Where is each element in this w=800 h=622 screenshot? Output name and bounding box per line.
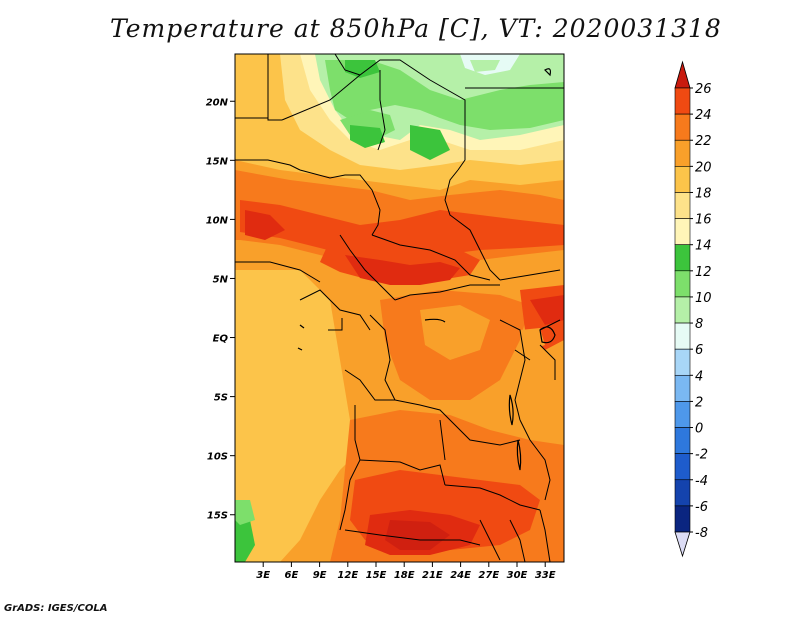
colorbar-segment bbox=[674, 401, 691, 428]
lat-tick-label: 5N bbox=[213, 274, 229, 285]
colorbar-label: 6 bbox=[695, 343, 703, 358]
map-title: Temperature at 850hPa [C], VT: 202003131… bbox=[110, 14, 722, 43]
colorbar-label: -4 bbox=[695, 474, 708, 489]
colorbar-label: 0 bbox=[695, 422, 703, 437]
colorbar-segment bbox=[674, 453, 691, 481]
colorbar-label: 8 bbox=[695, 317, 703, 332]
lat-tick-label: 15S bbox=[207, 511, 228, 522]
colorbar-segment bbox=[674, 322, 691, 350]
lat-tick-label: 10N bbox=[206, 215, 229, 226]
colorbar-segment bbox=[674, 270, 691, 298]
colorbar-label: 26 bbox=[695, 82, 712, 97]
colorbar-segment bbox=[674, 505, 691, 533]
colorbar-label: 18 bbox=[695, 186, 712, 201]
lon-tick-label: 9E bbox=[313, 570, 327, 581]
colorbar-segment bbox=[674, 166, 691, 193]
colorbar-label: 12 bbox=[695, 265, 712, 280]
colorbar-label: 2 bbox=[695, 395, 703, 410]
lat-tick-label: 10S bbox=[207, 452, 228, 463]
longitude-axis: 3E 6E 9E 12E 15E 18E 21E 24E 27E 30E 33E bbox=[256, 562, 556, 581]
lat-tick-label: 15N bbox=[206, 156, 229, 167]
colorbar-segment bbox=[674, 87, 691, 115]
lon-tick-label: 3E bbox=[256, 570, 270, 581]
lon-tick-label: 15E bbox=[366, 570, 387, 581]
colorbar-segment bbox=[674, 427, 691, 454]
colorbar-bottom-triangle bbox=[674, 531, 691, 558]
lon-tick-label: 21E bbox=[422, 570, 443, 581]
lon-tick-label: 27E bbox=[478, 570, 499, 581]
colorbar-label: 20 bbox=[695, 160, 712, 175]
colorbar-label: 16 bbox=[695, 213, 712, 228]
country-borders bbox=[235, 54, 564, 562]
lat-tick-label: 20N bbox=[206, 97, 229, 108]
lon-tick-label: 33E bbox=[535, 570, 556, 581]
colorbar-label: 24 bbox=[695, 108, 712, 123]
colorbar-label: -2 bbox=[695, 448, 708, 463]
colorbar-segment bbox=[674, 479, 691, 507]
colorbar-segment bbox=[674, 244, 691, 272]
colorbar-label: -6 bbox=[695, 500, 708, 515]
colorbar-label: 10 bbox=[695, 291, 712, 306]
colorbar-segment bbox=[674, 374, 691, 402]
lon-tick-label: 30E bbox=[507, 570, 528, 581]
lat-tick-label: EQ bbox=[213, 334, 229, 345]
colorbar-label: 22 bbox=[695, 134, 712, 149]
lon-tick-label: 18E bbox=[394, 570, 415, 581]
latitude-axis: 20N 15N 10N 5N EQ 5S 10S 15S bbox=[206, 97, 235, 522]
colorbar-segment bbox=[674, 218, 691, 246]
colorbar-segment bbox=[674, 192, 691, 219]
colorbar-segment bbox=[674, 139, 691, 167]
colorbar-segment bbox=[674, 113, 691, 141]
colorbar-segment bbox=[674, 296, 691, 324]
temperature-field bbox=[235, 54, 564, 562]
colorbar-label: 4 bbox=[695, 369, 703, 384]
lon-tick-label: 24E bbox=[450, 570, 471, 581]
footer-credit: GrADS: IGES/COLA bbox=[4, 603, 108, 614]
colorbar-label: 14 bbox=[695, 239, 712, 254]
lon-tick-label: 6E bbox=[285, 570, 299, 581]
colorbar-label: -8 bbox=[695, 526, 708, 541]
colorbar-top-triangle bbox=[674, 60, 691, 89]
colorbar-segment bbox=[674, 348, 691, 376]
lat-tick-label: 5S bbox=[214, 393, 228, 404]
lake-outlines bbox=[297, 68, 556, 471]
map-frame bbox=[234, 53, 565, 563]
lon-tick-label: 12E bbox=[337, 570, 358, 581]
